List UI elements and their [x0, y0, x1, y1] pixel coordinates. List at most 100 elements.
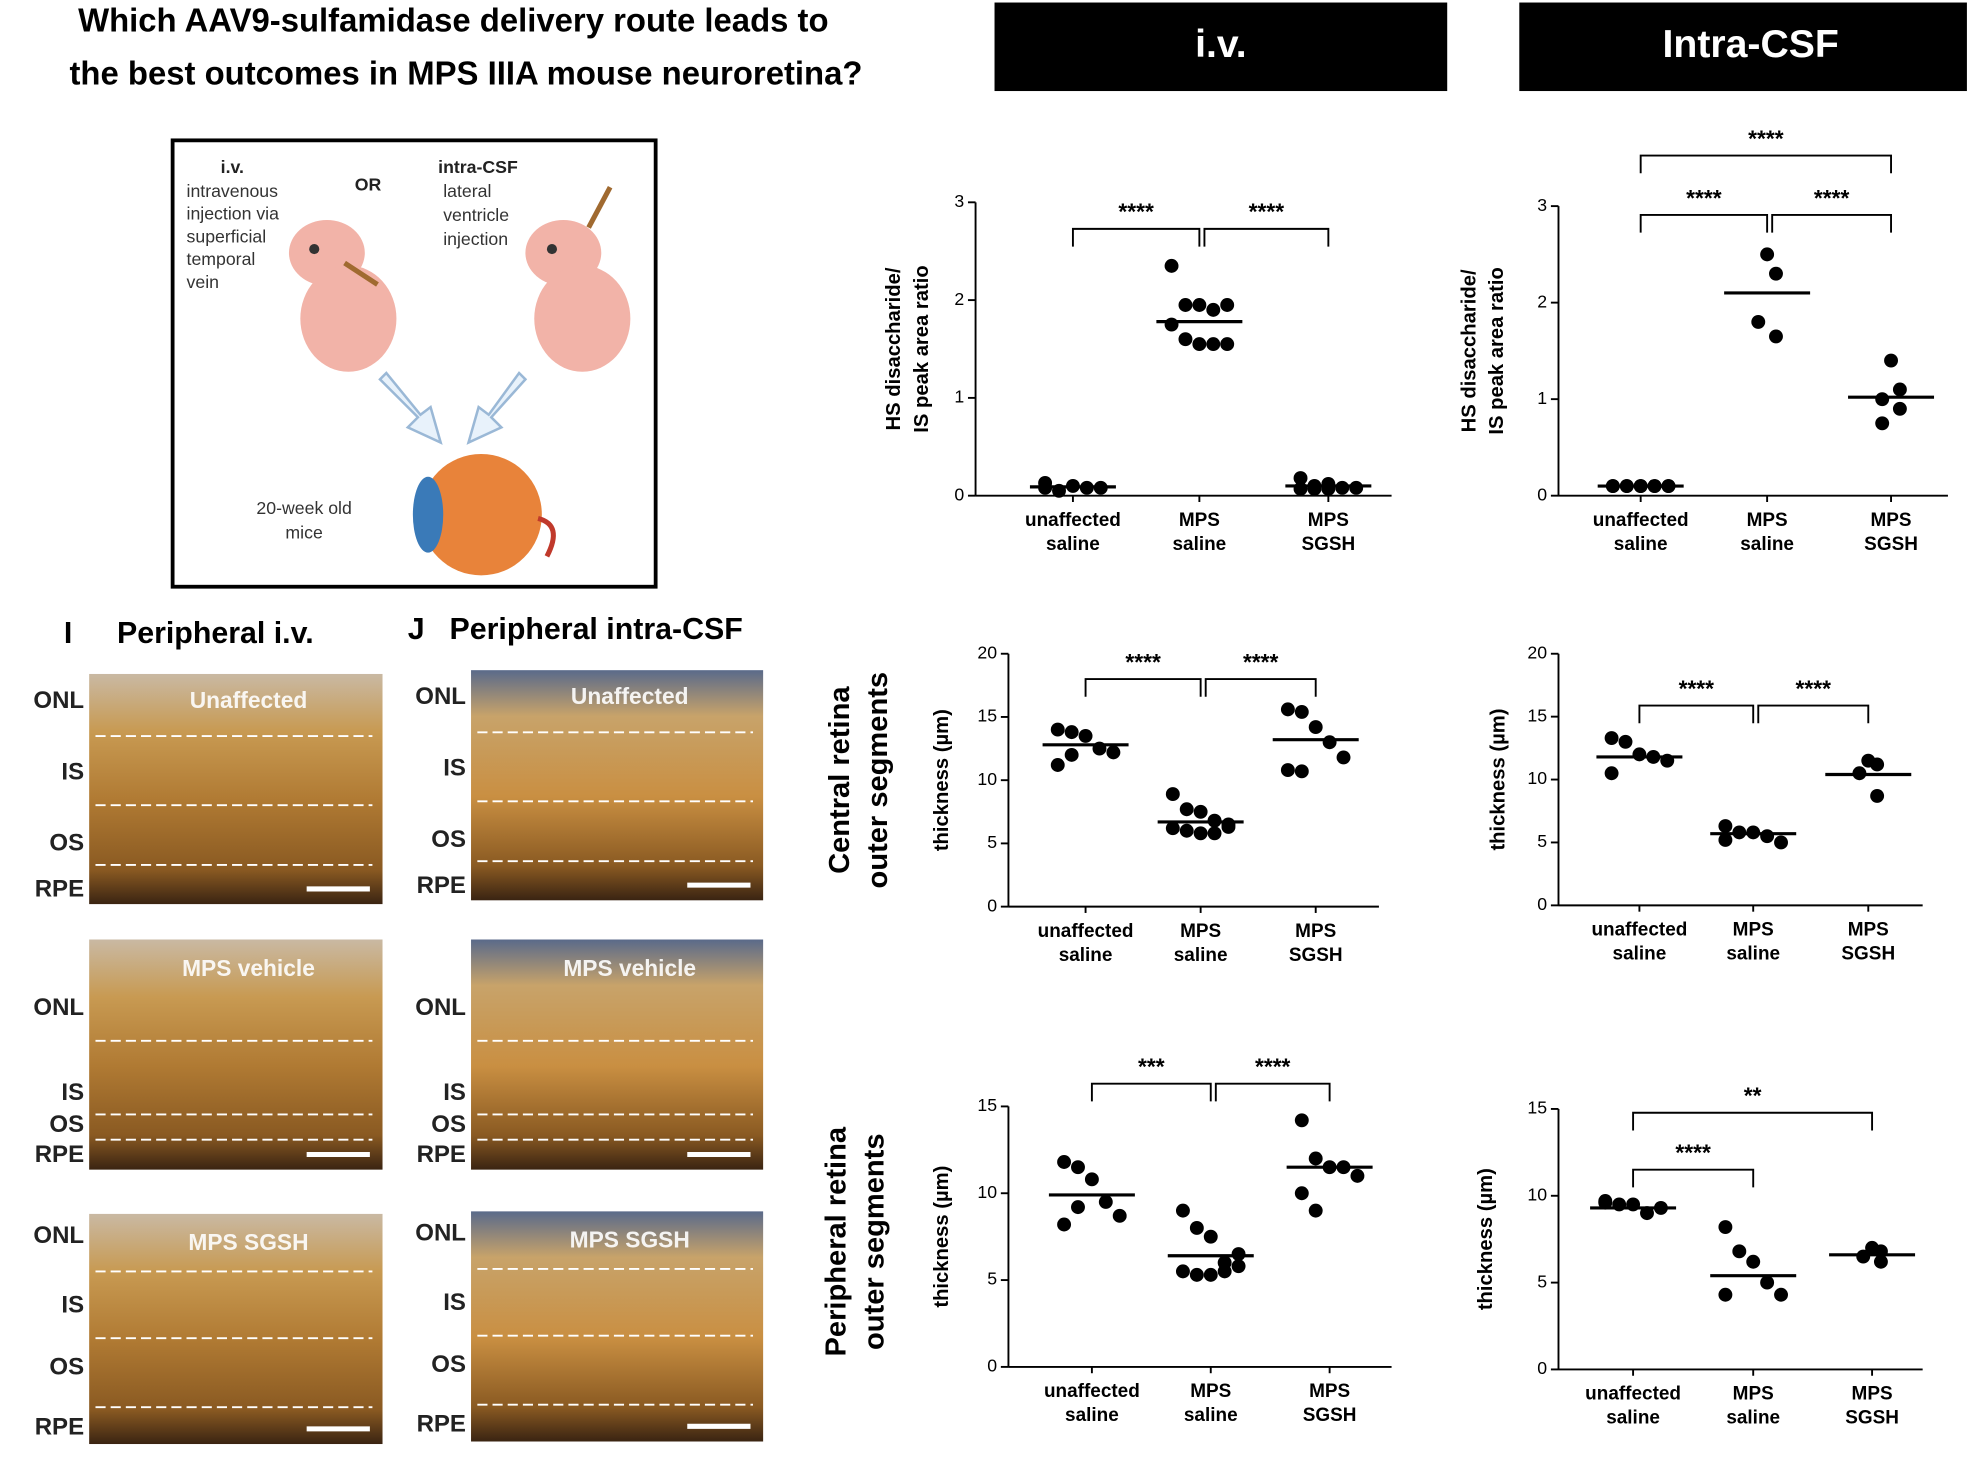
layer-label: OS [431, 1351, 466, 1378]
x-tick-label: MPS [1308, 510, 1349, 531]
significance-label: **** [1249, 199, 1285, 225]
y-tick-label: 3 [954, 191, 964, 211]
mouse-eye [546, 244, 558, 255]
layer-label: OS [431, 826, 466, 853]
layer-label: IS [443, 754, 466, 781]
data-point [1892, 401, 1907, 416]
significance-bracket [1214, 1082, 1331, 1102]
data-point [1598, 1195, 1613, 1210]
data-point [1294, 764, 1309, 779]
y-axis-label: thickness (µm) [1475, 1168, 1497, 1310]
x-tick-label: MPS [1180, 921, 1221, 942]
significance-bracket [1757, 704, 1870, 724]
layer-label: ONL [33, 1222, 84, 1249]
data-point [1165, 821, 1180, 836]
csf-text: injection [443, 229, 508, 249]
panel-title: Peripheral intra-CSF [450, 613, 743, 646]
data-point [1308, 1151, 1323, 1166]
data-point [1098, 1194, 1113, 1209]
significance-bracket [1632, 1111, 1874, 1131]
y-tick-label: 0 [1537, 484, 1547, 504]
data-point [1718, 832, 1733, 847]
x-tick-label: MPS [1309, 1381, 1350, 1402]
panel-letter: J [408, 613, 425, 646]
significance-label: **** [1796, 675, 1832, 701]
x-tick-label: MPS [1190, 1381, 1231, 1402]
data-point [1220, 337, 1235, 352]
y-tick-label: 0 [987, 895, 997, 915]
x-tick-label: unaffected [1585, 1384, 1681, 1405]
layer-label: RPE [35, 1413, 84, 1440]
y-tick-label: 1 [954, 387, 964, 407]
data-point [1231, 1259, 1246, 1274]
layer-label: RPE [417, 1141, 466, 1168]
y-tick-label: 3 [1537, 195, 1547, 215]
data-point [1873, 1254, 1888, 1269]
iv-text: intravenous [187, 181, 279, 201]
y-tick-label: 0 [954, 484, 964, 504]
y-tick-label: 5 [987, 832, 997, 852]
syringe [343, 260, 379, 287]
micrograph [471, 939, 764, 1170]
data-point [1057, 1217, 1072, 1232]
data-point [1875, 416, 1890, 431]
layer-label: OS [49, 830, 84, 857]
x-tick-label: saline [1740, 534, 1794, 555]
eye [420, 453, 542, 576]
x-tick-label: MPS [1852, 1384, 1893, 1405]
y-tick-label: 0 [1537, 894, 1547, 914]
data-point [1220, 298, 1235, 312]
data-point [1112, 1208, 1127, 1223]
x-tick-label: saline [1046, 534, 1100, 555]
data-point [1746, 1254, 1761, 1269]
mouse-body [534, 265, 631, 372]
data-point [1875, 392, 1890, 407]
data-point [1193, 826, 1208, 841]
data-point [1178, 332, 1193, 347]
data-point [1193, 804, 1208, 819]
layer-label: IS [61, 758, 84, 785]
data-point [1179, 802, 1194, 817]
data-point [1050, 722, 1065, 737]
mice-label: 20-week old [256, 498, 351, 518]
data-point [1280, 702, 1295, 717]
csf-text: ventricle [443, 205, 509, 225]
data-point [1179, 823, 1194, 838]
significance-label: **** [1686, 185, 1722, 211]
x-tick-label: unaffected [1591, 920, 1687, 941]
data-point [1206, 302, 1221, 317]
y-tick-label: 15 [977, 1095, 997, 1115]
y-tick-label: 5 [987, 1269, 997, 1289]
data-point [1856, 1249, 1871, 1264]
data-point [1106, 745, 1121, 760]
layer-label: ONL [415, 994, 466, 1021]
y-tick-label: 2 [954, 289, 964, 309]
column-header-bg [1519, 2, 1967, 92]
data-point [1071, 1200, 1085, 1215]
y-tick-label: 15 [1527, 705, 1547, 725]
significance-bracket [1084, 678, 1202, 697]
layer-label: RPE [417, 872, 466, 899]
significance-label: **** [1679, 675, 1715, 701]
cornea [412, 476, 444, 553]
significance-bracket [1639, 214, 1769, 233]
significance-bracket [1638, 704, 1755, 724]
layer-label: RPE [417, 1411, 466, 1438]
x-tick-label: saline [1726, 944, 1780, 965]
x-tick-label: unaffected [1593, 510, 1689, 531]
micrograph [89, 1213, 383, 1445]
data-point [1217, 1264, 1232, 1279]
data-point [1870, 757, 1885, 772]
mouse-eye [309, 244, 320, 255]
y-tick-label: 15 [1527, 1098, 1547, 1118]
y-tick-label: 10 [1527, 768, 1547, 788]
data-point [1293, 471, 1308, 486]
data-point [1350, 1168, 1365, 1183]
y-tick-label: 10 [977, 1182, 997, 1202]
x-tick-label: saline [1173, 534, 1227, 555]
layer-label: IS [61, 1079, 84, 1106]
data-point [1064, 747, 1079, 762]
data-point [1192, 337, 1207, 352]
iv-text: superficial [187, 226, 267, 246]
significance-label: **** [1118, 199, 1154, 225]
